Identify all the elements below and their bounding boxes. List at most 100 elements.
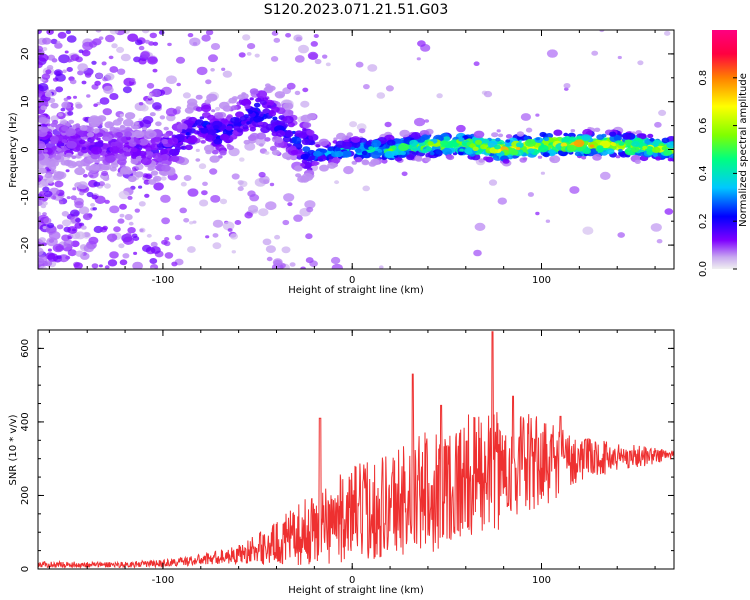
- heatmap-cell: [561, 136, 570, 143]
- heatmap-cell: [84, 72, 92, 78]
- heatmap-cell: [159, 115, 166, 120]
- heatmap-cell: [138, 45, 145, 51]
- heatmap-cell: [331, 157, 341, 164]
- heatmap-cell: [302, 128, 307, 132]
- heatmap-cell: [101, 170, 109, 177]
- heatmap-cell: [139, 228, 144, 232]
- heatmap-cell: [429, 151, 435, 156]
- heatmap-cell: [77, 63, 89, 72]
- heatmap-cell: [258, 208, 269, 217]
- heatmap-cell: [505, 134, 513, 139]
- heatmap-cell: [421, 134, 430, 140]
- heatmap-cell: [153, 136, 161, 142]
- heatmap-cell: [38, 255, 48, 263]
- heatmap-cell: [520, 146, 527, 151]
- heatmap-cell: [127, 175, 137, 183]
- heatmap-cell: [270, 56, 279, 62]
- heatmap-cell: [265, 245, 276, 254]
- heatmap-cell: [175, 56, 186, 64]
- heatmap-cell: [302, 173, 314, 181]
- heatmap-cell: [527, 192, 535, 197]
- heatmap-cell: [95, 163, 106, 171]
- heatmap-cell: [488, 179, 498, 186]
- heatmap-cell: [288, 145, 297, 152]
- heatmap-cell: [569, 186, 580, 194]
- heatmap-cell: [219, 133, 229, 141]
- heatmap-cell: [70, 195, 77, 201]
- heatmap-cell: [73, 95, 77, 99]
- heatmap-cell: [362, 159, 369, 165]
- heatmap-cell: [124, 214, 133, 221]
- heatmap-cell: [165, 107, 178, 117]
- heatmap-cell: [271, 131, 279, 137]
- heatmap-cell: [44, 172, 53, 179]
- heatmap-cell: [567, 144, 577, 152]
- heatmap-cell: [67, 58, 72, 63]
- heatmap-cell: [613, 135, 622, 142]
- heatmap-cell: [615, 155, 621, 159]
- heatmap-cell: [527, 148, 535, 154]
- heatmap-cell: [119, 113, 125, 118]
- heatmap-cell: [307, 51, 319, 60]
- heatmap-cell: [62, 69, 67, 74]
- heatmap-cell: [51, 146, 57, 151]
- heatmap-cell: [505, 139, 511, 143]
- heatmap-cell: [253, 102, 261, 108]
- snr-ylabel: SNR (10 * v/v): [8, 414, 19, 485]
- heatmap-cell: [322, 54, 328, 59]
- spectrogram-xlabel: Height of straight line (km): [288, 285, 424, 296]
- heatmap-cell: [319, 164, 329, 172]
- heatmap-cell: [110, 166, 117, 172]
- spectrogram-ytick-label: 20: [20, 48, 31, 61]
- heatmap-cell: [77, 181, 88, 190]
- heatmap-cell: [647, 133, 654, 139]
- snr-ytick-label: 200: [20, 486, 31, 505]
- heatmap-cell: [298, 132, 308, 139]
- heatmap-cell: [661, 146, 667, 151]
- heatmap-cell: [287, 143, 292, 147]
- heatmap-cell: [400, 151, 406, 156]
- heatmap-cell: [220, 118, 229, 124]
- heatmap-cell: [247, 109, 254, 114]
- heatmap-cell: [313, 34, 319, 38]
- heatmap-cell: [495, 137, 501, 142]
- heatmap-cell: [148, 179, 157, 185]
- heatmap-cell: [330, 256, 341, 265]
- heatmap-cell: [104, 183, 111, 189]
- heatmap-cell: [133, 251, 138, 255]
- heatmap-cell: [496, 129, 501, 133]
- heatmap-cell: [40, 204, 47, 209]
- heatmap-cell: [666, 141, 674, 149]
- heatmap-cell: [456, 124, 466, 133]
- heatmap-cell: [81, 231, 91, 239]
- heatmap-cell: [350, 140, 361, 149]
- heatmap-cell: [354, 156, 363, 163]
- heatmap-cell: [269, 182, 275, 187]
- heatmap-cell: [199, 116, 205, 120]
- heatmap-cell: [93, 103, 98, 107]
- heatmap-cell: [384, 150, 395, 159]
- heatmap-cell: [205, 30, 214, 36]
- heatmap-cell: [581, 134, 591, 141]
- heatmap-cell: [305, 257, 314, 264]
- heatmap-cell: [93, 181, 101, 187]
- heatmap-cell: [256, 132, 267, 140]
- heatmap-cell: [637, 60, 644, 66]
- heatmap-cell: [160, 176, 167, 181]
- heatmap-cell: [388, 148, 393, 152]
- heatmap-cell: [254, 53, 260, 58]
- heatmap-cell: [61, 139, 68, 144]
- heatmap-cell: [38, 174, 44, 181]
- heatmap-cell: [474, 139, 483, 145]
- heatmap-cell: [118, 190, 130, 200]
- heatmap-cell: [376, 92, 386, 99]
- colorbar-tick-label: 0.0: [698, 261, 709, 277]
- heatmap-cell: [542, 152, 550, 158]
- heatmap-cell: [158, 30, 165, 35]
- heatmap-cell: [249, 194, 260, 202]
- heatmap-cell: [124, 112, 136, 120]
- heatmap-cell: [161, 217, 171, 225]
- heatmap-cell: [189, 37, 201, 47]
- heatmap-cell: [55, 86, 64, 93]
- heatmap-cell: [349, 121, 358, 128]
